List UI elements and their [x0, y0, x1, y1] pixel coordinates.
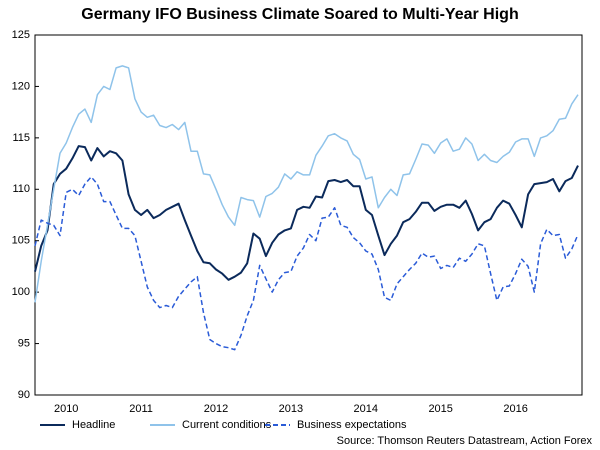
- x-tick-label: 2012: [204, 403, 228, 415]
- y-tick-label: 120: [12, 80, 30, 92]
- y-tick-label: 105: [12, 235, 30, 247]
- source-note: Source: Thomson Reuters Datastream, Acti…: [337, 435, 593, 447]
- x-tick-label: 2010: [54, 403, 78, 415]
- legend-label: Current conditions: [182, 419, 272, 431]
- x-tick-label: 2016: [503, 403, 527, 415]
- y-tick-label: 100: [12, 286, 30, 298]
- series-line: [34, 176, 579, 351]
- y-tick-label: 90: [18, 389, 30, 401]
- series-line: [34, 65, 579, 303]
- y-tick-label: 125: [12, 29, 30, 41]
- plot-frame: [34, 34, 583, 396]
- legend-label: Headline: [72, 419, 115, 431]
- x-tick-label: 2014: [354, 403, 378, 415]
- y-tick-label: 110: [12, 183, 30, 195]
- series-line: [34, 145, 579, 281]
- y-tick-label: 95: [18, 337, 30, 349]
- y-tick-label: 115: [12, 132, 30, 144]
- x-tick-label: 2011: [129, 403, 153, 415]
- legend-label: Business expectations: [297, 419, 407, 431]
- x-tick-label: 2013: [279, 403, 303, 415]
- chart-title: Germany IFO Business Climate Soared to M…: [81, 6, 518, 23]
- x-tick-label: 2015: [428, 403, 452, 415]
